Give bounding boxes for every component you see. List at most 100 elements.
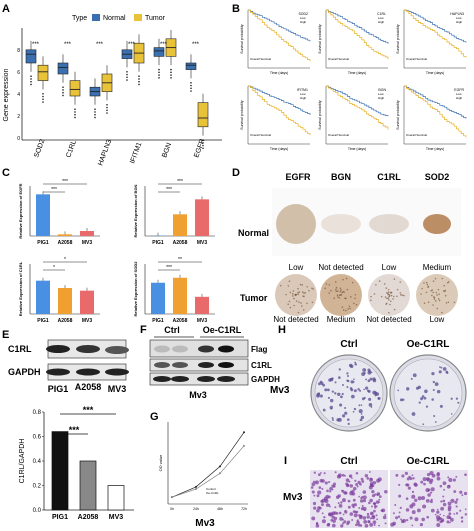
i-cell [380,509,384,512]
i-cell [454,500,458,504]
c-tick-label: A2058 [173,318,188,324]
h-colony [346,372,349,375]
h-colony [362,368,367,372]
ihc-stain-dot [370,295,372,298]
h-colony [418,401,421,404]
i-cell [378,501,381,503]
ihc-stain-dot [443,290,446,293]
h-colony [346,374,349,378]
h-colony [360,415,365,420]
svg-text:IFITM1: IFITM1 [129,141,143,164]
c-tick-label: PIG1 [37,318,49,324]
ihc-stain-dot [370,299,372,302]
c-sig-mark: *** [166,265,172,271]
i-cell [429,491,433,494]
ihc-stain-dot [388,296,390,298]
e-xtick-label: MV3 [109,514,124,521]
i-cell [376,518,379,521]
i-cell [325,503,330,507]
i-cell [354,479,357,482]
box [185,62,197,70]
ihc-stain-dot [301,284,304,286]
h-colony [425,405,429,408]
h-colony [324,388,328,392]
ihc-stain-dot [434,300,437,302]
f-band-gapdh [171,376,189,382]
e-bar [107,485,125,511]
f-band-c1rl [172,362,188,368]
h-colony [352,410,355,413]
outlier [42,95,44,98]
i-cell [436,471,440,476]
e-ytick-label: 0.8 [33,410,42,416]
ihc-stain-dot [342,290,344,293]
i-cell [436,476,441,481]
km-ylabel: Survival probability [240,100,244,130]
km-curve [248,9,311,62]
ihc-stain-dot [338,294,341,297]
box [57,62,69,75]
h-colony [346,385,349,388]
i-cell [362,498,367,503]
ihc-stain-dot [384,296,387,298]
h-colony [439,366,441,368]
i-cell [331,488,334,491]
panel-d-row-tumor: Tumor [240,293,268,303]
ihc-stain-dot [340,289,342,291]
i-cell [414,517,419,522]
km-legend-low: Low [456,92,462,96]
h-col-ctrl: Ctrl [340,339,357,350]
h-plate-inner [314,358,384,428]
i-cell [399,506,402,510]
i-cell [411,474,414,477]
h-colony [330,407,333,410]
h-colony [334,392,337,395]
outlier [30,75,32,77]
e-band-c1rl [76,345,100,353]
i-cell [355,483,358,486]
g-point [195,485,197,488]
svg-text:EGFR: EGFR [285,172,311,182]
i-cell [362,495,367,500]
i-cell [405,508,410,512]
f-band-c1rl [218,362,234,368]
panel-letter-i: I [284,455,287,467]
panel-d-gene-headers: EGFR BGN C1RL SOD2 [285,172,449,182]
svg-text:SOD2: SOD2 [425,172,450,182]
km-overall-label: Overall Survival [250,133,271,137]
i-cell [369,477,374,482]
i-cell [341,473,345,477]
ihc-stain-dot [392,298,394,300]
ihc-stain-dot [399,281,402,283]
i-cell [371,505,373,508]
h-colony [341,383,344,386]
ihc-stain-dot [427,301,430,304]
ihc-stain-dot [335,286,338,289]
outlier [126,73,128,76]
ihc-stain-dot [348,305,351,308]
i-cell [328,513,330,516]
ihc-stain-dot [385,291,388,294]
outlier [138,78,140,80]
h-colony [358,409,363,414]
h-colony [406,387,410,391]
km-curve [248,9,311,42]
i-cell [421,517,426,522]
outlier [202,144,204,147]
i-cell [348,480,351,483]
outlier [106,106,108,109]
ihc-stain-dot [304,291,306,294]
ihc-stain-dot [337,290,339,292]
h-colony [350,380,354,384]
c-bar [58,234,72,236]
svg-text:***: *** [192,42,200,48]
i-cell [324,481,328,485]
i-cell [315,522,319,526]
ihc-stain-dot [287,285,290,287]
svg-text:C1RL: C1RL [65,139,78,158]
ihc-stain-dot [297,287,299,290]
svg-text:Low: Low [289,263,304,272]
h-colony [433,414,436,418]
i-cell [377,477,382,482]
ihc-stain-dot [298,301,300,303]
